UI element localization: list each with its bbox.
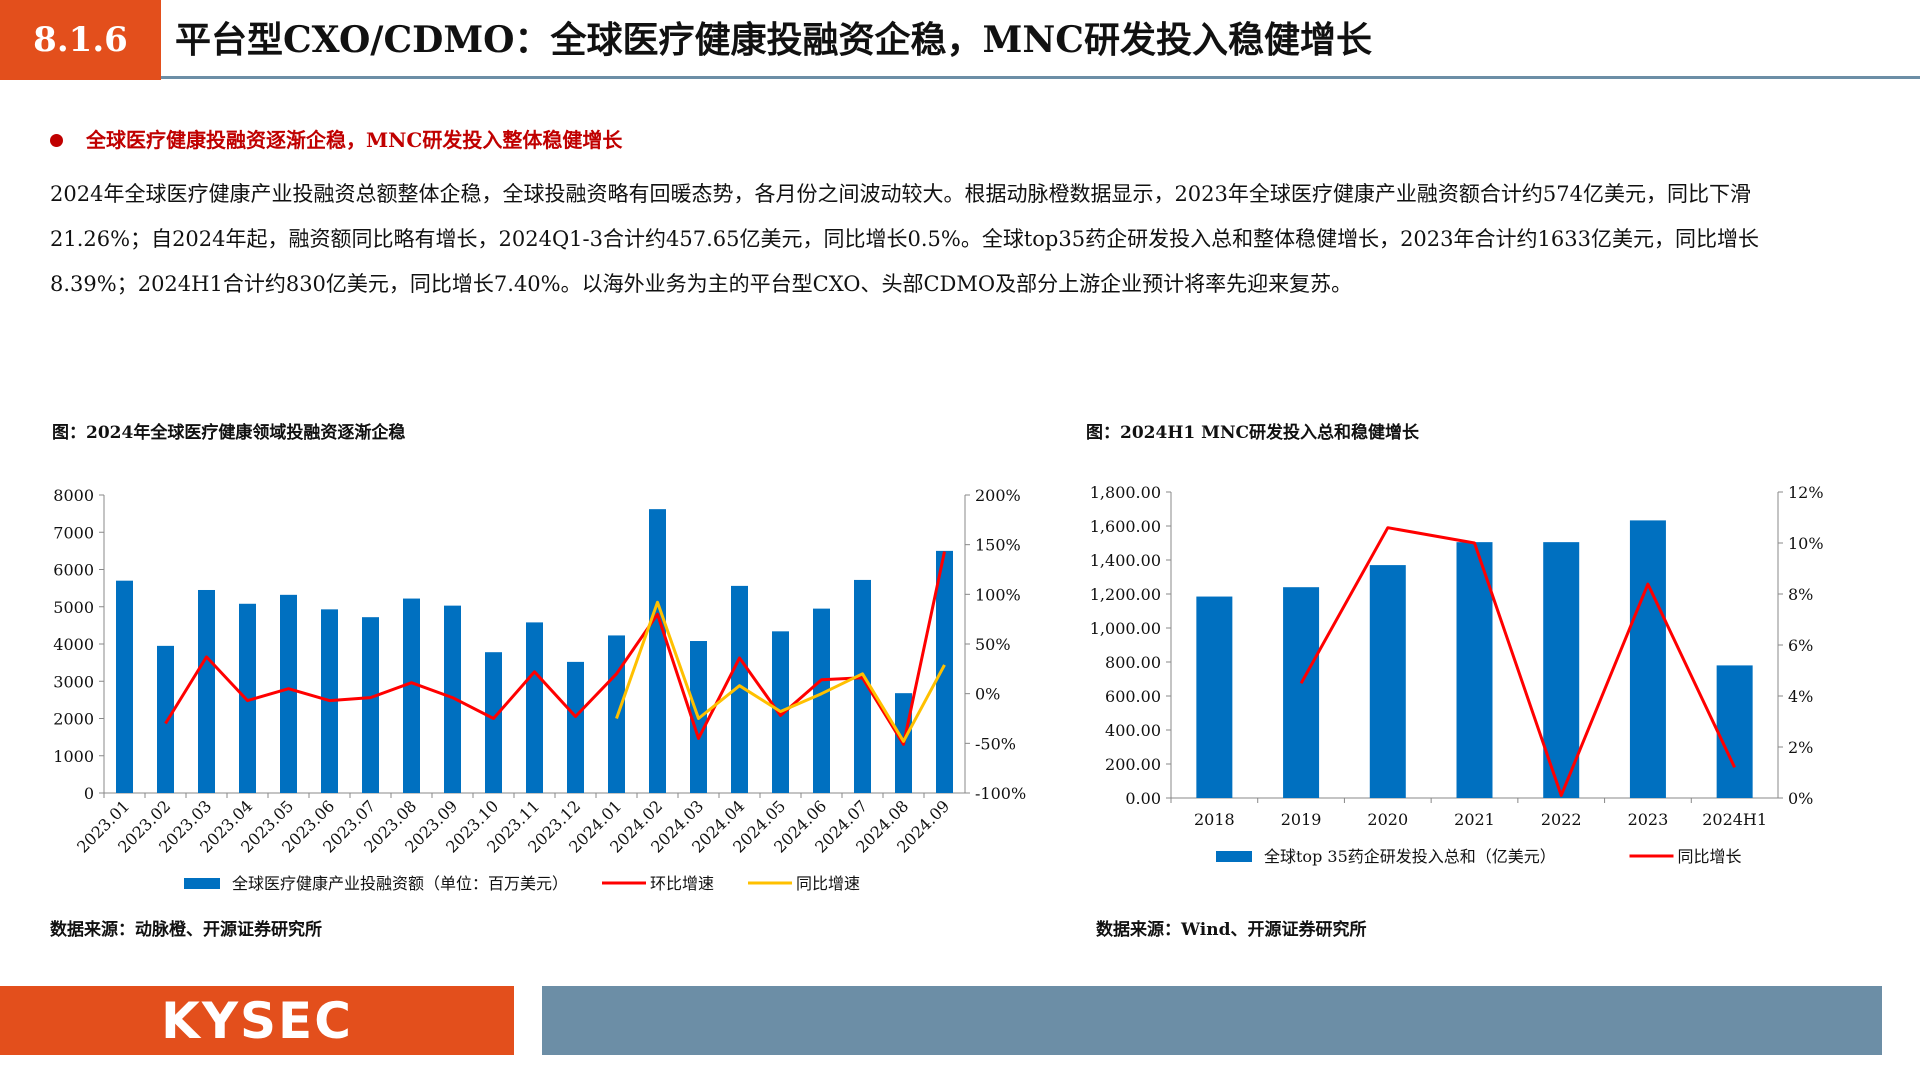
y-tick-label-left: 5000 xyxy=(53,598,94,617)
y-tick-label-right: 6% xyxy=(1788,636,1813,655)
financing-chart: 图：2024年全球医疗健康领域投融资逐渐企稳 0 1000 2000 3000 4000 5… xyxy=(52,422,1026,893)
legend-label: 环比增速 xyxy=(650,874,714,893)
bar xyxy=(649,509,666,793)
bar xyxy=(936,550,953,793)
y-tick-label-right: 12% xyxy=(1788,483,1824,502)
bar xyxy=(485,652,502,793)
y-tick-label-right: 50% xyxy=(975,635,1011,654)
x-tick-label: 2021 xyxy=(1454,810,1495,829)
x-tick-label: 2019 xyxy=(1281,810,1322,829)
series-line xyxy=(615,600,946,743)
legend-label: 同比增长 xyxy=(1678,847,1742,866)
bar xyxy=(1629,520,1666,798)
y-tick-label-left: 4000 xyxy=(53,635,94,654)
page-title: 平台型CXO/CDMO：全球医疗健康投融资企稳，MNC研发投入稳健增长 xyxy=(175,19,1372,61)
y-tick-label-left: 1,400.00 xyxy=(1090,551,1161,570)
y-tick-label-left: 2000 xyxy=(53,710,94,729)
y-tick-label-right: -100% xyxy=(975,784,1026,803)
source-right: 数据来源：Wind、开源证券研究所 xyxy=(1096,920,1367,940)
bar xyxy=(1196,596,1233,798)
legend-swatch-bar xyxy=(1216,851,1252,862)
section-number: 8.1.6 xyxy=(0,0,161,80)
bar xyxy=(813,608,830,793)
y-tick-label-left: 3000 xyxy=(53,672,94,691)
y-tick-label-left: 200.00 xyxy=(1105,755,1161,774)
legend-label: 全球医疗健康产业投融资额（单位：百万美元） xyxy=(232,874,568,893)
bar xyxy=(157,645,174,793)
y-tick-label-right: 0% xyxy=(1788,789,1813,808)
y-tick-label-left: 8000 xyxy=(53,486,94,505)
y-tick-label-left: 400.00 xyxy=(1105,721,1161,740)
y-tick-label-left: 600.00 xyxy=(1105,687,1161,706)
series-line xyxy=(1299,526,1736,797)
bar xyxy=(280,594,297,793)
bar xyxy=(1543,542,1580,798)
y-tick-label-right: 8% xyxy=(1788,585,1813,604)
bar xyxy=(854,579,871,793)
x-tick-label: 2023 xyxy=(1628,810,1669,829)
x-tick-label: 2022 xyxy=(1541,810,1582,829)
kysec-logo: KYSEC xyxy=(0,986,514,1055)
bar xyxy=(1369,565,1406,798)
y-tick-label-right: 200% xyxy=(975,486,1021,505)
title-divider xyxy=(161,76,1920,79)
y-tick-label-right: 10% xyxy=(1788,534,1824,553)
footer-bar xyxy=(542,986,1882,1055)
bar xyxy=(198,589,215,793)
chart-title: 图：2024年全球医疗健康领域投融资逐渐企稳 xyxy=(52,422,405,443)
series-line xyxy=(164,551,946,746)
y-tick-label-left: 7000 xyxy=(53,523,94,542)
source-left: 数据来源：动脉橙、开源证券研究所 xyxy=(50,920,322,940)
y-tick-label-left: 1,000.00 xyxy=(1090,619,1161,638)
bar xyxy=(1456,542,1493,798)
x-tick-label: 2024H1 xyxy=(1702,810,1767,829)
x-tick-label: 2018 xyxy=(1194,810,1235,829)
bar xyxy=(444,605,461,793)
bar xyxy=(362,617,379,793)
bar xyxy=(239,603,256,793)
x-tick-label: 2020 xyxy=(1367,810,1408,829)
legend-label: 同比增速 xyxy=(796,874,860,893)
y-tick-label-left: 1,800.00 xyxy=(1090,483,1161,502)
legend-swatch-bar xyxy=(184,878,220,889)
bar xyxy=(403,598,420,793)
y-tick-label-left: 1,200.00 xyxy=(1090,585,1161,604)
y-tick-label-left: 800.00 xyxy=(1105,653,1161,672)
legend-label: 全球top 35药企研发投入总和（亿美元） xyxy=(1264,847,1556,866)
y-tick-label-left: 0.00 xyxy=(1125,789,1161,808)
bar xyxy=(116,580,133,793)
bar xyxy=(567,661,584,793)
bar xyxy=(1716,665,1753,798)
y-tick-label-right: 100% xyxy=(975,585,1021,604)
bullet-heading: 全球医疗健康投融资逐渐企稳，MNC研发投入整体稳健增长 xyxy=(86,128,623,152)
y-tick-label-right: 2% xyxy=(1788,738,1813,757)
bar xyxy=(526,622,543,793)
rd-investment-chart: 图：2024H1 MNC研发投入总和稳健增长 0.00 200.00 400.00 60… xyxy=(1086,422,1824,866)
y-tick-label-right: 150% xyxy=(975,536,1021,555)
y-tick-label-right: 0% xyxy=(975,685,1000,704)
y-tick-label-left: 1000 xyxy=(53,747,94,766)
body-paragraph: 2024年全球医疗健康产业投融资总额整体企稳，全球投融资略有回暖态势，各月份之间… xyxy=(50,182,1759,296)
y-tick-label-left: 6000 xyxy=(53,561,94,580)
y-tick-label-right: 4% xyxy=(1788,687,1813,706)
y-tick-label-left: 1,600.00 xyxy=(1090,517,1161,536)
y-tick-label-left: 0 xyxy=(84,784,94,803)
chart-title: 图：2024H1 MNC研发投入总和稳健增长 xyxy=(1086,422,1420,443)
bar xyxy=(1283,587,1320,798)
bar xyxy=(731,585,748,793)
y-tick-label-right: -50% xyxy=(975,734,1016,753)
bullet-icon xyxy=(50,134,63,147)
logo-text: KYSEC xyxy=(161,991,353,1050)
